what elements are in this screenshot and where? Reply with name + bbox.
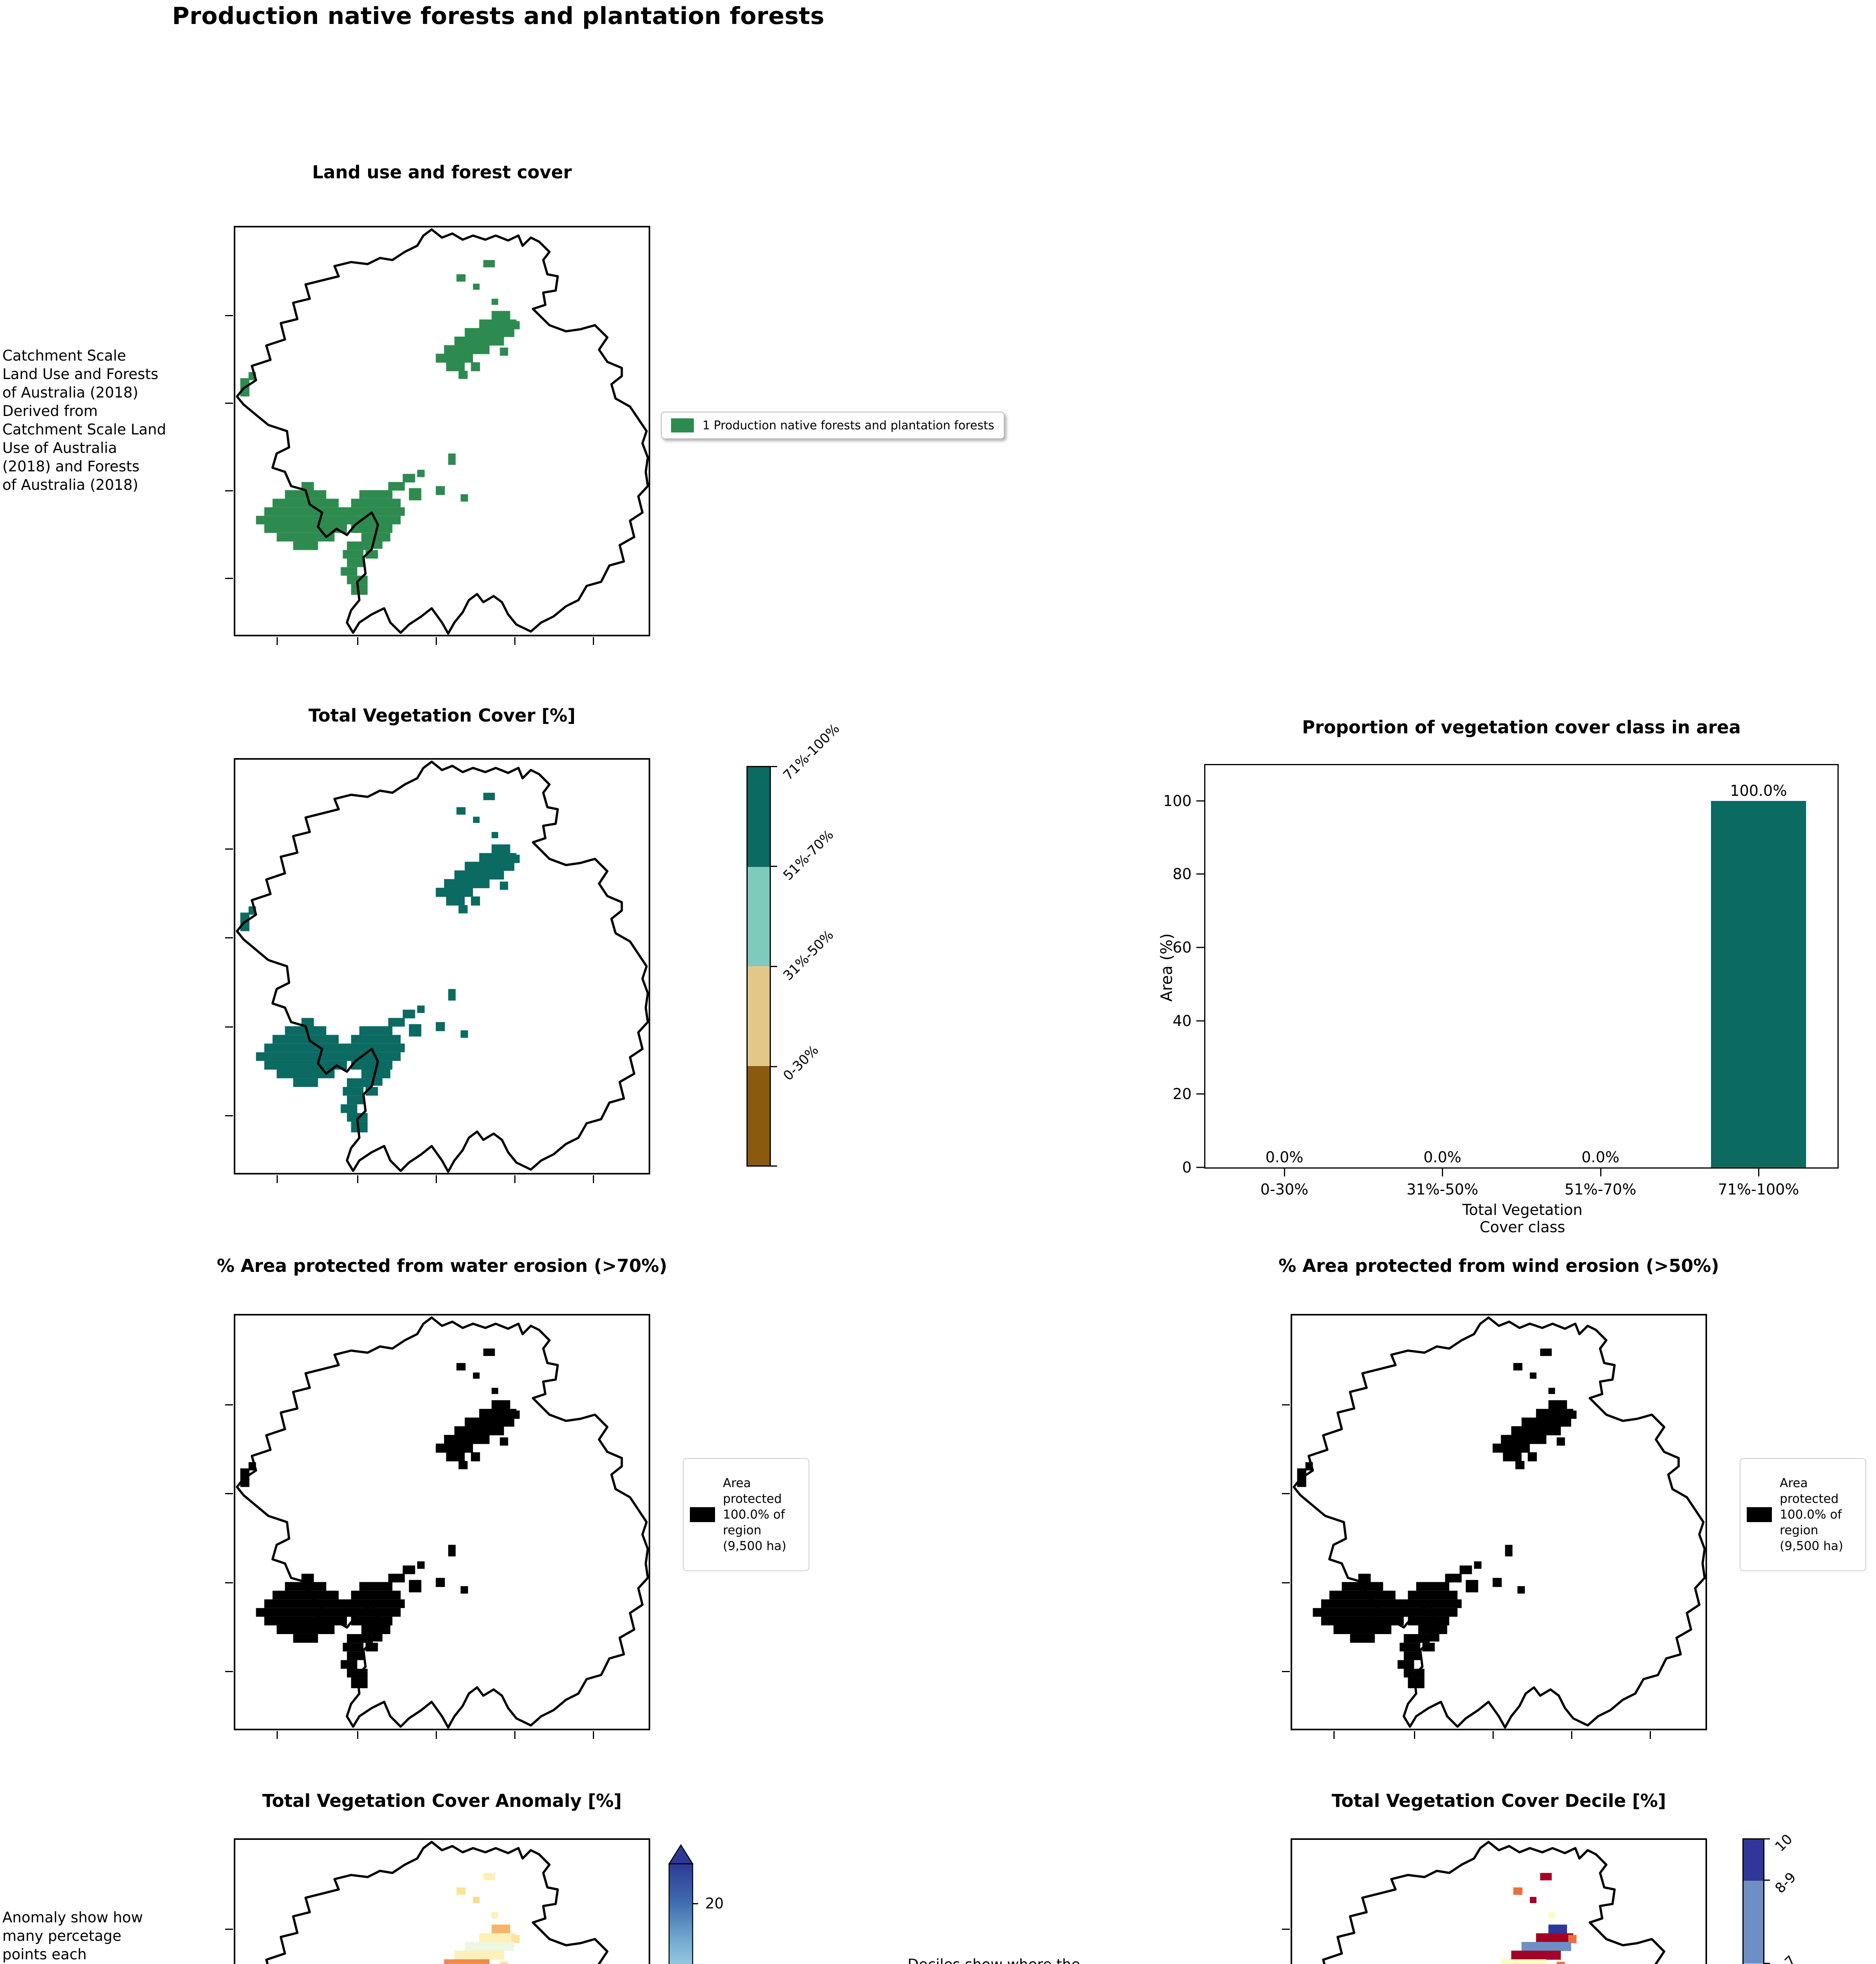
- anomaly-note: Anomaly show how many percetage points e…: [2, 1909, 143, 1963]
- map-xtick: [357, 1175, 359, 1183]
- map-title-water-erosion: % Area protected from water erosion (>70…: [216, 1255, 668, 1276]
- chart-xlabel: Total Vegetation Cover class: [1462, 1201, 1583, 1236]
- decile-colorbar: 10 8-9 4-7 2-3 1: [1742, 1831, 1868, 1964]
- map-water-erosion: [225, 1314, 650, 1739]
- y-tick-label: 40: [1172, 1012, 1192, 1030]
- bar-value-label: 0.0%: [1265, 1149, 1304, 1166]
- wind-legend-text: Area protected 100.0% of region (9,500 h…: [1780, 1476, 1843, 1553]
- legend-swatch-black: [690, 1507, 715, 1522]
- map-ytick: [225, 315, 233, 316]
- cb-label-31-50: 31%-50%: [780, 927, 837, 984]
- map-xtick: [436, 637, 437, 645]
- map-xtick: [436, 1175, 437, 1183]
- decile-note: Deciles show where the pixel value lies …: [908, 1955, 1159, 1964]
- map-ytick: [1282, 1404, 1290, 1406]
- wind-erosion-legend: Area protected 100.0% of region (9,500 h…: [1740, 1458, 1866, 1571]
- x-tick-label: 51%-70%: [1564, 1181, 1636, 1198]
- decile-label-10: 10: [1772, 1831, 1796, 1855]
- map-landuse: [225, 226, 650, 645]
- water-legend-text: Area protected 100.0% of region (9,500 h…: [723, 1476, 787, 1553]
- dcb-seg-8-9: [1744, 1881, 1763, 1964]
- map-xtick: [514, 1731, 516, 1739]
- map-ytick: [1282, 1582, 1290, 1583]
- bar-value-label: 0.0%: [1581, 1149, 1619, 1166]
- decile-label-8-9: 8-9: [1772, 1869, 1799, 1897]
- map-xtick: [592, 1731, 594, 1739]
- map-ytick: [225, 402, 233, 404]
- x-tick-label: 0-30%: [1260, 1181, 1309, 1198]
- map-ytick: [1282, 1493, 1290, 1495]
- map-xtick: [277, 1731, 278, 1739]
- bar-71%-100%: [1711, 801, 1806, 1167]
- map-xtick: [1414, 1731, 1416, 1739]
- map-title-decile: Total Vegetation Cover Decile [%]: [1331, 1790, 1666, 1811]
- map-ytick: [225, 1026, 233, 1028]
- map-wind-erosion: [1282, 1314, 1707, 1739]
- map-ytick: [225, 1115, 233, 1116]
- x-tick-label: 31%-50%: [1407, 1181, 1478, 1198]
- map-xtick: [436, 1731, 437, 1739]
- map-ytick: [225, 490, 233, 491]
- legend-swatch-black: [1747, 1507, 1772, 1522]
- map-xtick: [357, 637, 359, 645]
- anomaly-tick-20: 20: [705, 1895, 724, 1912]
- cb-seg-31-50: [748, 966, 770, 1066]
- dcb-seg-10: [1744, 1839, 1763, 1881]
- map-xtick: [1333, 1731, 1335, 1739]
- cb-seg-51-70: [748, 867, 770, 966]
- map-ytick: [1282, 1671, 1290, 1672]
- map-decile: [1282, 1838, 1707, 1964]
- map-title-anomaly: Total Vegetation Cover Anomaly [%]: [262, 1790, 622, 1811]
- decile-label-4-7: 4-7: [1772, 1953, 1799, 1964]
- map-ytick: [225, 1929, 233, 1930]
- map-xtick: [514, 1175, 516, 1183]
- landuse-legend: 1 Production native forests and plantati…: [661, 412, 1005, 439]
- y-tick-label: 0: [1182, 1159, 1192, 1176]
- bar-value-label: 0.0%: [1423, 1149, 1462, 1166]
- map-xtick: [277, 1175, 278, 1183]
- map-ytick: [225, 1493, 233, 1495]
- source-note: Catchment Scale Land Use and Forests of …: [2, 347, 166, 493]
- map-title-landuse: Land use and forest cover: [312, 162, 572, 183]
- map-ytick: [225, 937, 233, 939]
- legend-swatch-green: [671, 418, 694, 432]
- map-xtick: [1649, 1731, 1651, 1739]
- map-ytick: [225, 577, 233, 579]
- page-title: Production native forests and plantation…: [172, 2, 825, 30]
- map-xtick: [592, 1175, 594, 1183]
- tvc-colorbar: 71%-100% 51%-70% 31%-50% 0-30%: [746, 721, 911, 1167]
- map-title-wind-erosion: % Area protected from wind erosion (>50%…: [1278, 1255, 1719, 1276]
- map-total-vegetation-cover: [225, 758, 650, 1183]
- chart-title: Proportion of vegetation cover class in …: [1302, 717, 1741, 738]
- legend-label: 1 Production native forests and plantati…: [702, 418, 994, 432]
- map-ytick: [225, 1671, 233, 1672]
- y-tick-label: 80: [1172, 865, 1192, 883]
- map-xtick: [592, 637, 594, 645]
- cb-seg-0-30: [748, 1066, 770, 1165]
- anomaly-colorbar: 20 10 0 −10 −20: [668, 1844, 794, 1964]
- map-ytick: [225, 1582, 233, 1583]
- y-tick-label: 60: [1172, 938, 1192, 956]
- map-xtick: [1493, 1731, 1494, 1739]
- map-ytick: [1282, 1929, 1290, 1930]
- map-xtick: [357, 1731, 359, 1739]
- cb-seg-71-100: [748, 767, 770, 867]
- cb-label-0-30: 0-30%: [780, 1042, 822, 1084]
- cb-label-51-70: 51%-70%: [780, 827, 837, 884]
- map-ytick: [225, 1404, 233, 1406]
- bar-chart-plot: 0.0% 0-30% 0.0% 31%-50% 0.0% 51%-70% 100.0% 71%…: [1163, 764, 1839, 1198]
- y-tick-label: 100: [1163, 792, 1192, 810]
- y-tick-label: 20: [1172, 1085, 1192, 1103]
- map-xtick: [277, 637, 278, 645]
- map-xtick: [1571, 1731, 1573, 1739]
- map-xtick: [514, 637, 516, 645]
- bar-value-label: 100.0%: [1730, 782, 1787, 799]
- map-anomaly: [225, 1838, 650, 1964]
- map-title-tvc: Total Vegetation Cover [%]: [308, 705, 576, 726]
- x-tick-label: 71%-100%: [1718, 1181, 1799, 1198]
- cb-label-71-100: 71%-100%: [780, 721, 843, 784]
- water-erosion-legend: Area protected 100.0% of region (9,500 h…: [683, 1458, 809, 1571]
- map-ytick: [225, 848, 233, 850]
